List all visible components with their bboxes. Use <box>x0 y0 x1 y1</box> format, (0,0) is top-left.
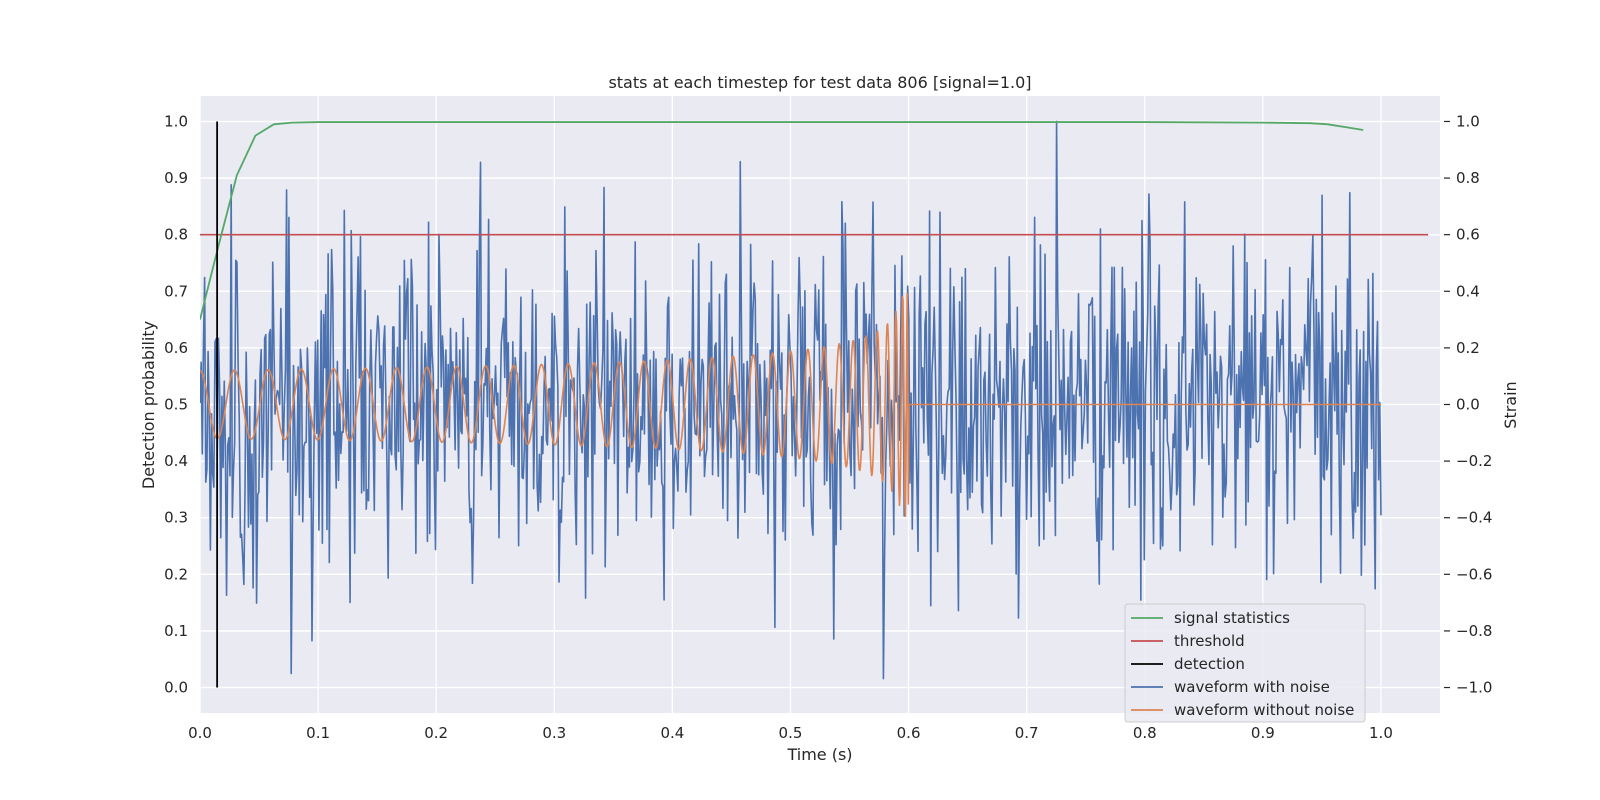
y-tick-labels: 0.0 0.1 0.2 0.3 0.4 0.5 0.6 0.7 0.8 0.9 1.0 <box>164 112 188 696</box>
y-tick-label: 0.9 <box>164 169 188 187</box>
y-tick-label: 0.5 <box>164 396 188 414</box>
x-tick-label: 0.0 <box>188 724 212 742</box>
y-axis-title: Detection probability <box>139 321 158 489</box>
y2-tick-label: −0.8 <box>1456 622 1492 640</box>
y2-tick-label: −0.4 <box>1456 509 1492 527</box>
plot-content <box>200 120 1429 688</box>
y2-axis-title: Strain <box>1501 381 1520 428</box>
x-tick-labels: 0.0 0.1 0.2 0.3 0.4 0.5 0.6 0.7 0.8 0.9 1.0 <box>188 724 1393 742</box>
x-tick-label: 0.9 <box>1251 724 1275 742</box>
y-tick-label: 0.8 <box>164 226 188 244</box>
x-tick-label: 0.1 <box>306 724 330 742</box>
y2-tick-label: 1.0 <box>1456 112 1480 130</box>
x-tick-label: 0.2 <box>424 724 448 742</box>
y-tick-label: 0.3 <box>164 509 188 527</box>
y2-tick-labels: −1.0 −0.8 −0.6 −0.4 −0.2 0.0 0.2 0.4 0.6 0.8 1.0 <box>1444 112 1492 697</box>
x-tick-label: 0.8 <box>1133 724 1157 742</box>
legend-entry: waveform with noise <box>1174 678 1330 696</box>
y-tick-label: 0.1 <box>164 622 188 640</box>
x-tick-label: 1.0 <box>1369 724 1393 742</box>
y2-tick-label: −0.2 <box>1456 452 1492 470</box>
y2-tick-label: 0.0 <box>1456 396 1480 414</box>
waveform-without-noise-line <box>200 292 1382 518</box>
y2-tick-label: 0.4 <box>1456 282 1480 300</box>
y2-tick-label: −1.0 <box>1456 679 1492 697</box>
x-tick-label: 0.7 <box>1015 724 1039 742</box>
y-tick-label: 0.6 <box>164 339 188 357</box>
signal-statistics-line <box>200 121 1364 320</box>
y-tick-label: 0.7 <box>164 282 188 300</box>
y2-tick-label: 0.2 <box>1456 339 1480 357</box>
legend: signal statistics threshold detection wavef… <box>1124 603 1366 723</box>
x-axis-title: Time (s) <box>786 745 852 764</box>
y-tick-label: 0.0 <box>164 679 188 697</box>
legend-entry: signal statistics <box>1174 609 1290 627</box>
legend-box <box>1124 603 1366 723</box>
y-tick-label: 0.4 <box>164 452 188 470</box>
chart-title: stats at each timestep for test data 806… <box>608 73 1031 92</box>
legend-entry: threshold <box>1174 632 1245 650</box>
x-tick-label: 0.5 <box>779 724 803 742</box>
legend-entry: waveform without noise <box>1174 701 1354 719</box>
x-tick-label: 0.6 <box>897 724 921 742</box>
waveform-with-noise-line <box>200 120 1382 680</box>
y2-tick-label: 0.6 <box>1456 226 1480 244</box>
y-tick-label: 0.2 <box>164 565 188 583</box>
y-tick-label: 1.0 <box>164 112 188 130</box>
x-tick-label: 0.3 <box>542 724 566 742</box>
legend-entry: detection <box>1174 655 1245 673</box>
x-tick-label: 0.4 <box>660 724 684 742</box>
y2-tick-label: 0.8 <box>1456 169 1480 187</box>
y2-tick-label: −0.6 <box>1456 565 1492 583</box>
